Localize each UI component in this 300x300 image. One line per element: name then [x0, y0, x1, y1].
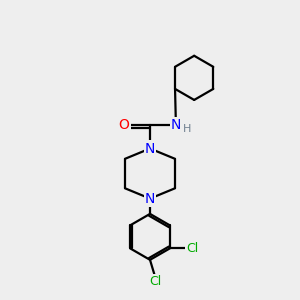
- Text: N: N: [145, 192, 155, 206]
- Text: O: O: [119, 118, 130, 132]
- Text: Cl: Cl: [149, 274, 161, 287]
- Text: Cl: Cl: [186, 242, 199, 255]
- Text: N: N: [145, 142, 155, 155]
- Text: H: H: [183, 124, 191, 134]
- Text: N: N: [171, 118, 181, 132]
